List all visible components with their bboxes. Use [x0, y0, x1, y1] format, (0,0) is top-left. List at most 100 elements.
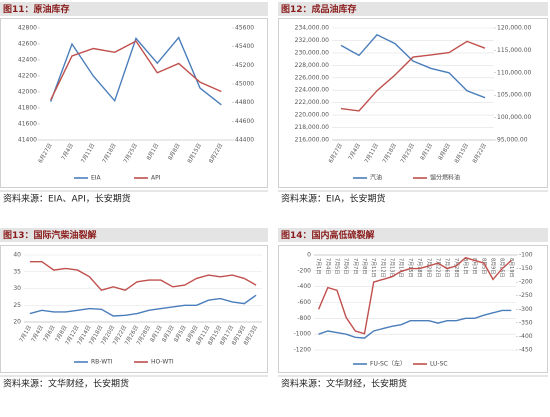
x-tick-label: 7月18日: [101, 142, 118, 164]
y-tick-label: 42800: [18, 25, 37, 32]
y-tick-label: 228,000.00: [295, 62, 330, 69]
y-tick-label: 230,000.00: [295, 49, 330, 56]
x-tick-label: 8月1日: [462, 258, 468, 274]
x-tick-label: 6月27日: [327, 142, 344, 164]
y-tick-label: -1200: [294, 347, 312, 354]
y-tick-label: -100: [519, 252, 533, 259]
x-tick-label: 6月27日: [37, 142, 54, 164]
y-tick-label: -150: [519, 265, 533, 272]
y-tick-label: 40: [13, 252, 21, 259]
x-tick-label: 8月9日: [490, 258, 496, 274]
source: 资料来源：文华财经，长安期货: [3, 378, 129, 390]
x-tick-label: 7月13日: [389, 258, 395, 278]
x-tick-label: 7月6日: [343, 258, 349, 274]
series-line: [317, 256, 512, 335]
series-line: [340, 33, 486, 99]
y-tick-label: 20: [13, 319, 21, 326]
y-tick-label: -250: [519, 292, 533, 299]
x-tick-label: 8月5日: [480, 258, 486, 274]
y-tick-label: 45600: [235, 25, 254, 32]
y-tick-label: 95,000.00: [497, 137, 528, 144]
source: 资料来源：EIA，长安期货: [281, 193, 386, 205]
x-tick-label: 8月19日: [508, 258, 514, 278]
y-tick-label: 45000: [235, 81, 254, 88]
legend-label: HO-WTI: [151, 359, 174, 366]
x-tick-label: 7月15日: [407, 258, 413, 278]
source: 资料来源：EIA、API，长安期货: [3, 193, 131, 205]
y-tick-label: 35: [13, 268, 21, 275]
legend-label: EIA: [91, 175, 102, 182]
chart-frame: [0, 18, 268, 188]
series-line: [50, 36, 222, 106]
y-tick-label: 42400: [18, 57, 37, 64]
y-tick-label: 220,000.00: [295, 112, 330, 119]
legend-label: LU-SC: [430, 361, 448, 368]
y-tick-label: 232,000.00: [295, 37, 330, 44]
y-tick-label: -200: [297, 267, 311, 274]
y-tick-label: -400: [519, 333, 533, 340]
y-tick-label: 42000: [18, 89, 37, 96]
x-tick-label: 7月5日: [333, 258, 339, 274]
x-tick-label: 8月15日: [186, 142, 203, 164]
x-tick-label: 7月7日: [352, 258, 358, 274]
chart-frame: [278, 18, 548, 188]
y-tick-label: 45400: [235, 43, 254, 50]
x-tick-label: 7月25日: [399, 142, 416, 164]
panel-title: 图12：成品油库存: [281, 3, 357, 15]
header-bar: [0, 2, 268, 16]
x-tick-label: 7月8日: [361, 258, 367, 274]
header-bar: [278, 228, 548, 242]
x-tick-label: 7月22日: [434, 258, 440, 278]
y-tick-label: 41800: [18, 105, 37, 112]
x-tick-label: 8月1日: [419, 142, 434, 161]
x-tick-label: 7月25日: [122, 142, 139, 164]
legend-label: FU-SC（左）: [370, 360, 406, 368]
legend-label: API: [151, 175, 161, 182]
y-tick-label: -300: [519, 306, 533, 313]
y-tick-label: 41400: [18, 137, 37, 144]
x-tick-label: 8月22日: [471, 142, 488, 164]
x-tick-label: 7月18日: [416, 258, 422, 278]
x-tick-label: 8月1日: [145, 142, 160, 161]
y-tick-label: 25: [13, 302, 21, 309]
x-tick-label: 8月3日: [471, 258, 477, 274]
y-tick-label: 234,000.00: [295, 25, 330, 32]
y-tick-label: -400: [297, 283, 311, 290]
y-tick-label: 105,000.00: [497, 92, 532, 99]
y-tick-label: 44600: [235, 118, 254, 125]
x-tick-label: 7月28日: [453, 258, 459, 278]
y-tick-label: 120,000.00: [497, 25, 532, 32]
x-tick-label: 7月18日: [381, 142, 398, 164]
y-tick-label: 45200: [235, 62, 254, 69]
y-tick-label: -600: [297, 299, 311, 306]
y-tick-label: 0: [307, 252, 311, 259]
source: 资料来源：文华财经，长安期货: [281, 378, 407, 390]
panel-title: 图13：国际汽柴油裂解: [3, 229, 97, 241]
x-tick-label: 7月1日: [315, 258, 321, 274]
y-tick-label: 44400: [235, 137, 254, 144]
series-line: [318, 309, 512, 339]
y-tick-label: -200: [519, 279, 533, 286]
x-tick-label: 7月4日: [60, 142, 75, 161]
y-tick-label: 110,000.00: [497, 69, 532, 76]
y-tick-label: 30: [13, 285, 21, 292]
y-tick-label: 44800: [235, 99, 254, 106]
y-tick-label: 42600: [18, 41, 37, 48]
x-tick-label: 7月20日: [425, 258, 431, 278]
x-tick-label: 7月4日: [324, 258, 330, 274]
x-tick-label: 8月22日: [208, 142, 225, 164]
chart-frame: [0, 245, 268, 373]
x-tick-label: 8月15日: [499, 258, 505, 278]
legend-label: 馏分燃料油: [430, 174, 460, 182]
y-tick-label: -1000: [294, 331, 312, 338]
y-tick-label: 115,000.00: [497, 47, 532, 54]
series-line: [50, 40, 222, 101]
x-tick-label: 8月8日: [167, 142, 182, 161]
x-tick-label: 7月12日: [379, 258, 385, 278]
panel-title: 图11：原油库存: [3, 3, 70, 15]
y-tick-label: -350: [519, 319, 533, 326]
x-tick-label: 8月15日: [453, 142, 470, 164]
header-bar: [278, 2, 548, 16]
y-tick-label: -800: [297, 315, 311, 322]
